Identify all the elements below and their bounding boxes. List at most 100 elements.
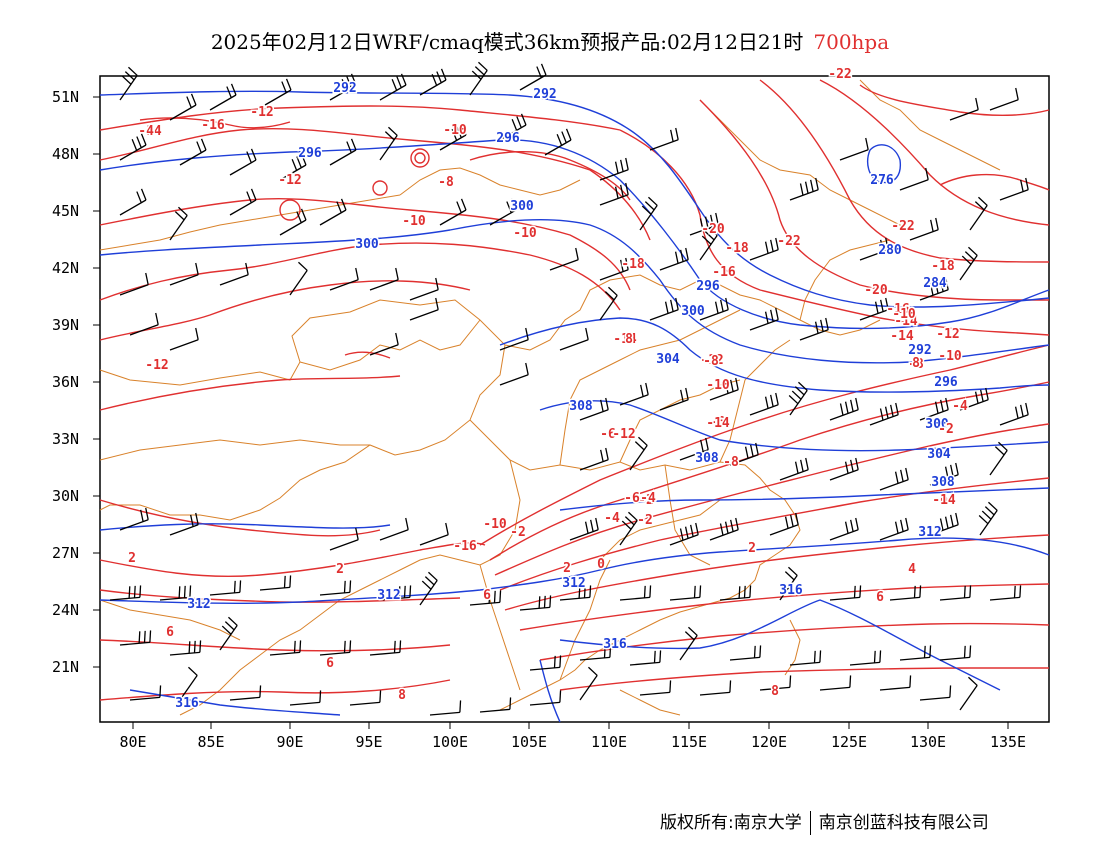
wind-barb xyxy=(369,332,399,356)
latitude-labels: 51N 48N 45N 42N 39N 36N 33N 30N 27N 24N … xyxy=(52,88,79,676)
wind-barb xyxy=(369,640,402,656)
contour-label: -22 xyxy=(777,234,800,249)
lon-label: 105E xyxy=(511,733,547,751)
wind-barb xyxy=(219,262,249,286)
lat-label: 51N xyxy=(52,88,79,106)
contour-label: 292 xyxy=(908,343,931,358)
lon-label: 120E xyxy=(751,733,787,751)
wind-barb xyxy=(819,675,852,691)
wind-barb xyxy=(999,402,1029,426)
wind-barb xyxy=(179,138,207,166)
contour-label: -2 xyxy=(638,493,654,508)
lon-label: 110E xyxy=(591,733,627,751)
wind-barb xyxy=(919,685,952,701)
wind-barb xyxy=(379,585,412,601)
contour-label: 304 xyxy=(927,447,951,462)
contour-label: -12 xyxy=(145,358,168,373)
contour-label: -20 xyxy=(701,222,725,237)
contour-label: 8 xyxy=(625,332,633,347)
wind-barb xyxy=(959,387,989,411)
wind-barb xyxy=(959,246,978,281)
wind-barb xyxy=(999,177,1029,201)
contour-label: 6 xyxy=(326,656,334,671)
contour-label: -14 xyxy=(138,124,162,139)
wind-barb xyxy=(699,297,729,321)
wind-barb xyxy=(129,685,162,701)
wind-barb xyxy=(659,387,689,411)
wind-barb xyxy=(209,83,237,111)
wind-barb xyxy=(279,153,307,181)
wind-barb xyxy=(319,198,347,226)
wind-barb xyxy=(729,645,762,661)
wind-barb xyxy=(499,327,529,351)
wind-barb xyxy=(759,675,792,691)
wind-barb xyxy=(719,585,752,601)
wind-barb xyxy=(264,78,292,106)
contour-label: 276 xyxy=(870,173,894,188)
wind-barb xyxy=(639,680,672,696)
wind-barb xyxy=(669,585,702,601)
wind-barb xyxy=(379,517,409,541)
title-main: 2025年02月12日WRF/cmaq模式36km预报产品:02月12日21时 xyxy=(210,30,804,54)
wind-barb xyxy=(788,381,808,416)
wind-barb xyxy=(969,196,988,231)
wind-barb xyxy=(469,590,502,606)
longitude-ticks xyxy=(132,722,1009,729)
wind-barb xyxy=(859,237,889,261)
contour-label: -22 xyxy=(828,67,851,82)
wind-barb xyxy=(229,148,257,176)
wind-barb xyxy=(289,261,308,296)
wind-barb xyxy=(599,157,629,181)
lat-label: 36N xyxy=(52,373,79,391)
contour-label: -10 xyxy=(892,307,916,322)
longitude-labels: 80E 85E 90E 95E 100E 105E 110E 115E 120E… xyxy=(119,733,1026,751)
wind-barb xyxy=(229,188,257,216)
wind-barb xyxy=(579,397,609,421)
contour-label: 312 xyxy=(377,588,400,603)
contour-label: -12 xyxy=(278,173,301,188)
wind-barb xyxy=(209,580,242,596)
wind-barb xyxy=(119,272,149,296)
wind-barb xyxy=(529,690,562,706)
contour-label: 6 xyxy=(166,625,174,640)
contour-label: -10 xyxy=(513,226,537,241)
wind-barb xyxy=(109,585,142,601)
lat-label: 45N xyxy=(52,202,79,220)
wind-barb xyxy=(839,137,869,161)
wind-barb xyxy=(709,377,739,401)
wind-barb xyxy=(959,676,978,711)
wind-barb xyxy=(789,177,819,201)
contour-label: 304 xyxy=(656,352,680,367)
wind-barb xyxy=(579,447,609,471)
contour-label: 284 xyxy=(923,276,947,291)
wind-barb xyxy=(319,640,352,656)
wind-barb xyxy=(649,127,679,151)
contour-label: -22 xyxy=(891,219,914,234)
wind-barb xyxy=(689,212,719,236)
wind-barb xyxy=(439,123,467,151)
wind-barb xyxy=(879,467,909,491)
wind-barb xyxy=(119,630,152,646)
wind-barb xyxy=(829,585,862,601)
lat-label: 27N xyxy=(52,544,79,562)
wind-barb xyxy=(169,93,197,121)
wind-barb xyxy=(939,585,972,601)
wind-barb xyxy=(219,616,238,651)
map-frame xyxy=(99,75,1050,723)
contour-label: -14 xyxy=(932,493,956,508)
wind-barb xyxy=(989,87,1019,111)
contour-label: 308 xyxy=(931,475,955,490)
contour-label: 2 xyxy=(128,551,136,566)
contour-label: -8 xyxy=(723,455,739,470)
wind-barb xyxy=(409,277,439,301)
lon-label: 90E xyxy=(276,733,303,751)
wind-barb xyxy=(469,61,488,96)
latitude-ticks xyxy=(93,96,100,668)
wind-barb xyxy=(749,392,779,416)
lon-label: 125E xyxy=(831,733,867,751)
wind-barb xyxy=(569,517,599,541)
contour-label: -12 xyxy=(612,427,635,442)
contour-label: -8 xyxy=(438,175,454,190)
contour-label: -8 xyxy=(703,354,719,369)
contour-label: -6 xyxy=(600,427,616,442)
